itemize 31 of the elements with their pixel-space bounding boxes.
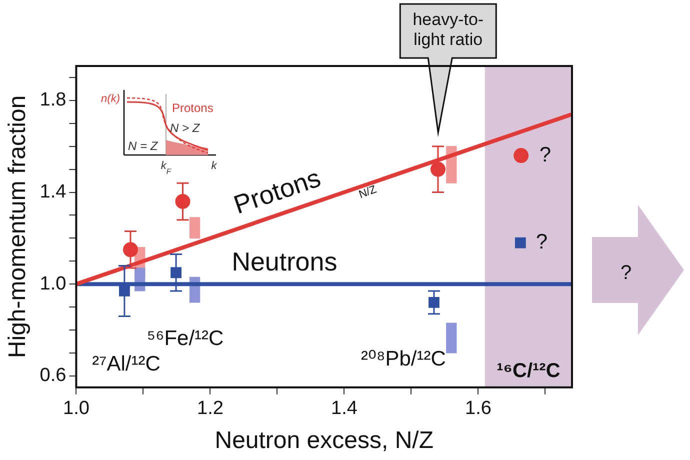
y-tick-label: 0.6: [40, 365, 66, 386]
text: Protons: [230, 162, 324, 220]
annotation: N = Z: [128, 139, 158, 153]
text: heavy-to-light ratio: [412, 10, 484, 50]
annotation: k: [211, 160, 218, 172]
annotation: ²⁷Al/¹²C: [92, 352, 160, 376]
arrow-shape: ?: [592, 205, 684, 335]
y-axis-title: High-momentum fraction: [4, 95, 32, 358]
y-tick-label: 1.0: [40, 273, 66, 294]
annotation: ?: [536, 230, 548, 254]
annotation: n(k): [101, 93, 120, 105]
y-tick-label: 1.8: [40, 90, 66, 111]
annotation: Protons: [172, 101, 214, 115]
x-axis-title: Neutron excess, N/Z: [214, 427, 434, 454]
x-tick-label: 1.2: [197, 398, 224, 420]
point: [514, 148, 529, 164]
point: [514, 237, 526, 248]
annotation: ⁵⁶Fe/¹²C: [146, 326, 224, 350]
bar: [446, 322, 457, 354]
annotation: N > Z: [170, 121, 200, 135]
band-label: ¹⁶C/¹²C: [496, 360, 560, 382]
x-tick-label: 1.0: [63, 398, 90, 420]
annotation: k$_{F}$: [160, 160, 172, 176]
x-tick-label: 1.4: [330, 398, 358, 420]
annotation: N/Z: [357, 184, 378, 202]
x-tick-label: 1.6: [464, 398, 492, 420]
annotation: ?: [539, 143, 552, 166]
series-label: Neutrons: [232, 246, 338, 276]
y-tick-label: 1.4: [40, 182, 67, 202]
bar: [189, 217, 200, 239]
annotation: ²⁰⁸Pb/¹²C: [360, 348, 446, 371]
